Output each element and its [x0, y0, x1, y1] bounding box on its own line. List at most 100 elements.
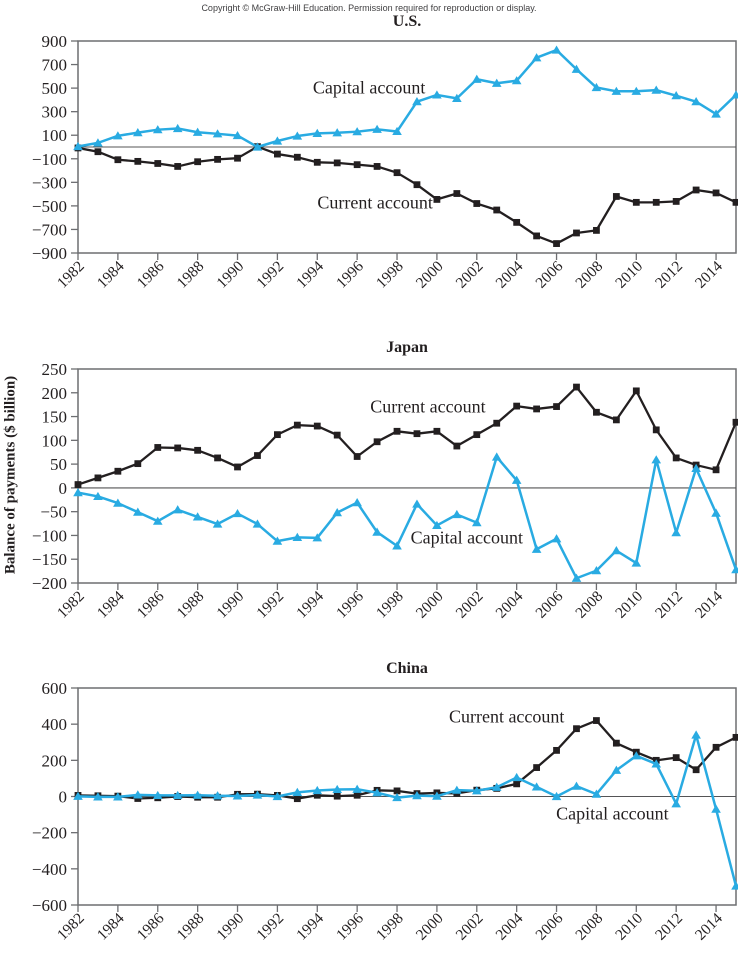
china-capital-account-label: Capital account	[556, 803, 669, 824]
triangle-marker	[232, 791, 243, 800]
china-current-account-series	[74, 717, 738, 803]
x-tick-label: 1994	[293, 588, 327, 622]
x-tick-label: 2014	[692, 258, 726, 292]
y-tick-label: 0	[59, 479, 68, 498]
x-tick-label: 2002	[453, 910, 487, 944]
x-tick-label: 1990	[213, 258, 247, 292]
y-tick-label: 300	[42, 103, 68, 122]
x-tick-label: 1990	[213, 910, 247, 944]
series-line	[77, 719, 737, 800]
triangle-marker	[511, 475, 522, 484]
china-capital-account-series	[73, 730, 738, 890]
triangle-marker	[491, 78, 502, 87]
triangle-marker	[312, 128, 323, 137]
triangle-marker	[731, 881, 738, 890]
triangle-marker	[133, 128, 143, 137]
square-marker	[712, 189, 720, 197]
y-tick-label: −300	[32, 173, 67, 192]
triangle-marker	[372, 527, 382, 536]
square-marker	[373, 163, 381, 170]
y-tick-label: −50	[40, 503, 67, 522]
triangle-marker	[352, 784, 362, 793]
square-marker	[333, 431, 341, 439]
square-marker	[712, 466, 720, 474]
y-tick-label: 150	[42, 408, 68, 427]
y-tick-label: 100	[42, 126, 68, 145]
square-marker	[393, 169, 401, 177]
triangle-marker	[491, 782, 502, 791]
triangle-marker	[212, 519, 223, 528]
x-tick-label: 1984	[94, 910, 128, 944]
triangle-marker	[312, 533, 323, 542]
square-marker	[593, 408, 600, 416]
triangle-marker	[372, 124, 382, 133]
triangle-marker	[651, 85, 662, 94]
triangle-marker	[531, 544, 542, 553]
square-marker	[154, 160, 162, 167]
triangle-marker	[591, 82, 602, 92]
triangle-marker	[73, 791, 83, 800]
triangle-marker	[372, 788, 382, 797]
triangle-marker	[192, 790, 203, 799]
triangle-marker	[671, 527, 681, 537]
square-marker	[692, 186, 700, 194]
triangle-marker	[412, 790, 422, 800]
triangle-marker	[631, 86, 642, 95]
triangle-marker	[152, 125, 163, 134]
japan-capital-account-series	[73, 452, 738, 582]
series-line	[77, 145, 737, 245]
square-marker	[313, 791, 321, 799]
square-marker	[293, 421, 301, 429]
triangle-marker	[152, 516, 163, 525]
square-marker	[234, 463, 241, 471]
square-marker	[353, 791, 361, 799]
square-marker	[493, 419, 501, 427]
triangle-marker	[212, 791, 223, 800]
square-marker	[453, 442, 461, 450]
triangle-marker	[133, 507, 143, 516]
square-marker	[413, 430, 421, 438]
x-tick-label: 1998	[373, 910, 407, 944]
y-tick-label: −700	[32, 220, 67, 239]
triangle-marker	[73, 141, 83, 151]
series-line	[77, 385, 738, 486]
y-tick-label: −150	[32, 550, 67, 569]
x-tick-label: 1992	[253, 910, 287, 944]
y-tick-label: 50	[50, 455, 67, 474]
y-tick-label: 200	[42, 384, 68, 403]
japan-current-account-series	[74, 383, 738, 488]
square-marker	[553, 403, 560, 410]
square-marker	[353, 453, 361, 460]
square-marker	[692, 766, 700, 774]
triangle-marker	[192, 127, 203, 136]
square-marker	[493, 206, 501, 214]
y-tick-label: −100	[32, 526, 67, 545]
triangle-marker	[172, 790, 183, 800]
square-marker	[533, 764, 541, 771]
square-marker	[652, 198, 660, 206]
x-tick-label: 1996	[333, 258, 367, 292]
square-marker	[473, 431, 481, 439]
x-tick-label: 2000	[413, 588, 447, 622]
triangle-marker	[172, 505, 183, 514]
square-marker	[333, 159, 341, 167]
square-marker	[732, 733, 738, 741]
square-marker	[293, 795, 301, 803]
triangle-marker	[551, 45, 562, 54]
triangle-marker	[412, 499, 422, 508]
x-tick-label: 2002	[453, 588, 487, 622]
x-tick-label: 2000	[413, 910, 447, 944]
square-marker	[672, 454, 680, 462]
x-axis: 1982 1984 1986 1988 1990 1992 1994 1996 1998 2000…	[54, 583, 726, 622]
square-marker	[353, 161, 361, 169]
triangle-marker	[252, 790, 263, 799]
china-chart-title: China	[386, 660, 428, 677]
triangle-marker	[471, 786, 482, 795]
triangle-marker	[232, 130, 243, 140]
square-marker	[154, 444, 162, 451]
x-tick-label: 1992	[253, 588, 287, 622]
triangle-marker	[731, 565, 738, 574]
x-tick-label: 2006	[532, 910, 566, 944]
triangle-marker	[631, 558, 642, 567]
square-marker	[74, 481, 82, 488]
